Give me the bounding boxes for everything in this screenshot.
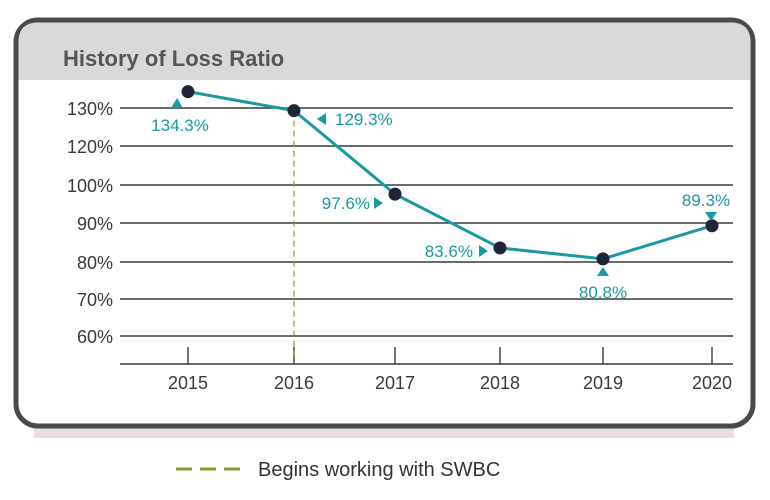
y-tick-label: 70%	[77, 290, 113, 310]
data-label: 129.3%	[335, 110, 393, 129]
x-axis: 2015 2016 2017 2018 2019 2020	[168, 347, 732, 393]
series-line	[187, 90, 713, 261]
data-label-pointer	[374, 197, 383, 209]
legend: Begins working with SWBC	[176, 459, 500, 481]
y-tick-label: 120%	[67, 137, 113, 157]
data-point-marker	[181, 85, 195, 99]
data-label-pointer	[317, 113, 326, 125]
y-tick-label: 130%	[67, 99, 113, 119]
chart-title: History of Loss Ratio	[63, 46, 284, 71]
data-label-pointer	[597, 267, 609, 276]
x-tick-label: 2019	[583, 373, 623, 393]
data-label-pointer	[479, 245, 488, 257]
legend-label: Begins working with SWBC	[258, 459, 500, 481]
y-tick-label: 60%	[77, 327, 113, 347]
data-point-marker	[705, 219, 719, 233]
x-tick-label: 2015	[168, 373, 208, 393]
data-label-pointer	[171, 98, 183, 108]
data-point-marker	[596, 252, 610, 266]
x-tick-label: 2017	[375, 373, 415, 393]
gridlines	[120, 107, 733, 365]
data-label: 80.8%	[579, 283, 627, 302]
data-labels-group: 134.3% 129.3% 97.6% 83.6% 80.8% 89.3%	[151, 98, 730, 302]
x-tick-label: 2016	[274, 373, 314, 393]
data-label: 83.6%	[425, 242, 473, 261]
series-group	[181, 85, 719, 266]
y-axis-tick-labels: 130% 120% 100% 90% 80% 70% 60%	[67, 99, 113, 347]
data-label: 134.3%	[151, 116, 209, 135]
data-point-marker	[493, 241, 507, 255]
x-tick-label: 2020	[692, 373, 732, 393]
data-point-marker	[388, 187, 402, 201]
y-tick-label: 90%	[77, 214, 113, 234]
y-tick-label: 100%	[67, 176, 113, 196]
title-band	[18, 22, 751, 80]
data-label: 89.3%	[682, 191, 730, 210]
data-point-marker	[287, 104, 301, 118]
data-label: 97.6%	[322, 194, 370, 213]
y-tick-label: 80%	[77, 253, 113, 273]
x-tick-label: 2018	[480, 373, 520, 393]
data-label-pointer	[705, 212, 717, 221]
